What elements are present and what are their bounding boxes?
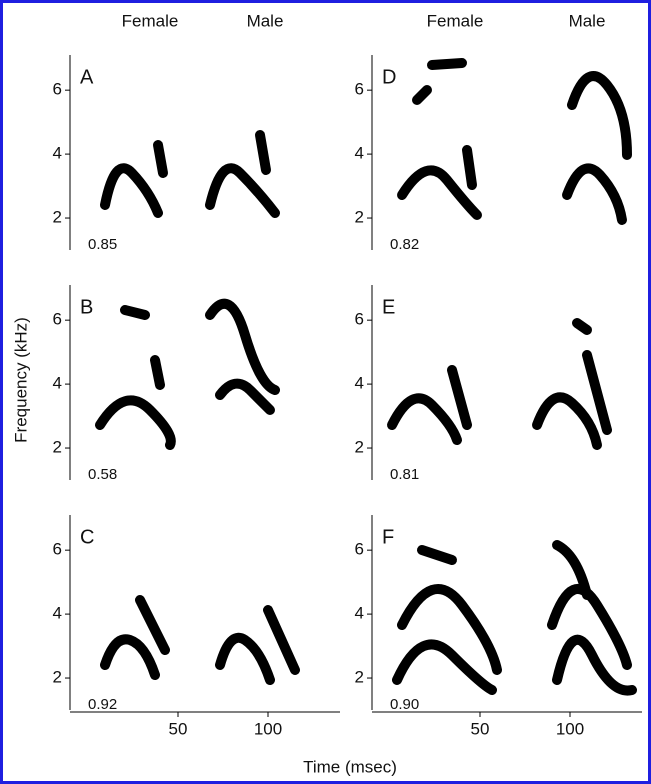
similarity-score: 0.82	[390, 236, 419, 253]
syllable	[567, 71, 632, 160]
syllable	[412, 85, 432, 105]
y-tick-label: 4	[53, 604, 62, 623]
panel-label: E	[382, 296, 395, 318]
syllable	[205, 298, 280, 395]
syllable	[150, 355, 165, 390]
syllable	[100, 634, 160, 680]
syllable	[215, 378, 275, 415]
column-header: Female	[427, 11, 484, 30]
syllable	[532, 392, 602, 450]
y-axis-label: Frequency (kHz)	[11, 317, 30, 443]
syllable	[572, 318, 592, 335]
y-tick-label: 2	[53, 208, 62, 227]
y-tick-label: 2	[355, 208, 364, 227]
y-tick-label: 2	[355, 668, 364, 687]
syllable	[427, 58, 467, 70]
y-tick-label: 6	[355, 80, 364, 99]
syllable	[215, 632, 275, 685]
syllable	[547, 584, 632, 670]
panel-label: C	[80, 526, 94, 548]
y-tick-label: 2	[53, 668, 62, 687]
syllable	[387, 393, 462, 445]
y-tick-label: 6	[355, 310, 364, 329]
spectrogram	[100, 130, 280, 218]
y-tick-label: 4	[53, 374, 62, 393]
similarity-score: 0.58	[88, 466, 117, 483]
x-tick-label: 50	[169, 719, 188, 738]
syllable	[205, 163, 280, 218]
syllable	[263, 605, 300, 675]
y-tick-label: 6	[355, 540, 364, 559]
spectrogram	[397, 58, 632, 225]
column-header: Male	[247, 11, 284, 30]
syllable	[562, 163, 627, 225]
syllable	[100, 163, 163, 218]
syllable	[397, 584, 502, 675]
spectrogram	[100, 595, 300, 685]
panel-label: A	[80, 66, 94, 88]
spectrogram	[387, 318, 612, 450]
syllable	[135, 595, 170, 655]
syllable	[552, 540, 592, 600]
syllable	[95, 395, 176, 450]
x-tick-label: 100	[254, 719, 282, 738]
syllable	[552, 634, 637, 696]
x-axis-label: Time (msec)	[303, 757, 397, 776]
y-tick-label: 4	[355, 144, 364, 163]
column-header: Male	[569, 11, 606, 30]
syllable	[417, 545, 457, 565]
y-tick-label: 6	[53, 540, 62, 559]
similarity-score: 0.81	[390, 466, 419, 483]
panel-label: F	[382, 526, 394, 548]
similarity-score: 0.85	[88, 236, 117, 253]
y-tick-label: 6	[53, 80, 62, 99]
syllable	[397, 165, 482, 220]
panel-label: B	[80, 296, 93, 318]
panel-label: D	[382, 66, 396, 88]
spectrogram	[392, 540, 637, 696]
syllable	[462, 145, 477, 190]
y-tick-label: 4	[53, 144, 62, 163]
column-header: Female	[122, 11, 179, 30]
syllable	[153, 140, 168, 178]
similarity-score: 0.92	[88, 696, 117, 713]
syllable	[120, 305, 150, 320]
y-tick-label: 2	[53, 438, 62, 457]
y-tick-label: 6	[53, 310, 62, 329]
spectrogram	[95, 298, 280, 450]
y-tick-label: 4	[355, 374, 364, 393]
syllable	[255, 130, 271, 175]
y-tick-label: 2	[355, 438, 364, 457]
syllable	[582, 350, 612, 435]
similarity-score: 0.90	[390, 696, 419, 713]
x-tick-label: 50	[471, 719, 490, 738]
syllable	[392, 639, 497, 695]
x-tick-label: 100	[556, 719, 584, 738]
syllable	[447, 365, 472, 430]
y-tick-label: 4	[355, 604, 364, 623]
